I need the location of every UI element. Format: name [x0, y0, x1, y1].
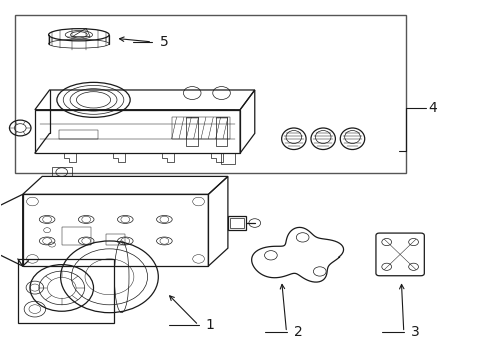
Bar — [23, 194, 208, 266]
Bar — [186, 117, 198, 146]
Bar — [62, 226, 91, 244]
Bar — [216, 117, 227, 146]
Bar — [230, 219, 244, 228]
Text: 2: 2 — [294, 325, 303, 339]
Bar — [106, 234, 125, 244]
Bar — [15, 15, 406, 173]
Text: 1: 1 — [206, 318, 215, 332]
Text: 3: 3 — [411, 325, 420, 339]
Bar — [52, 167, 72, 176]
Text: 5: 5 — [159, 35, 168, 49]
Bar — [228, 216, 246, 230]
Bar — [172, 117, 230, 139]
Bar — [59, 130, 98, 139]
Text: 4: 4 — [428, 101, 437, 115]
